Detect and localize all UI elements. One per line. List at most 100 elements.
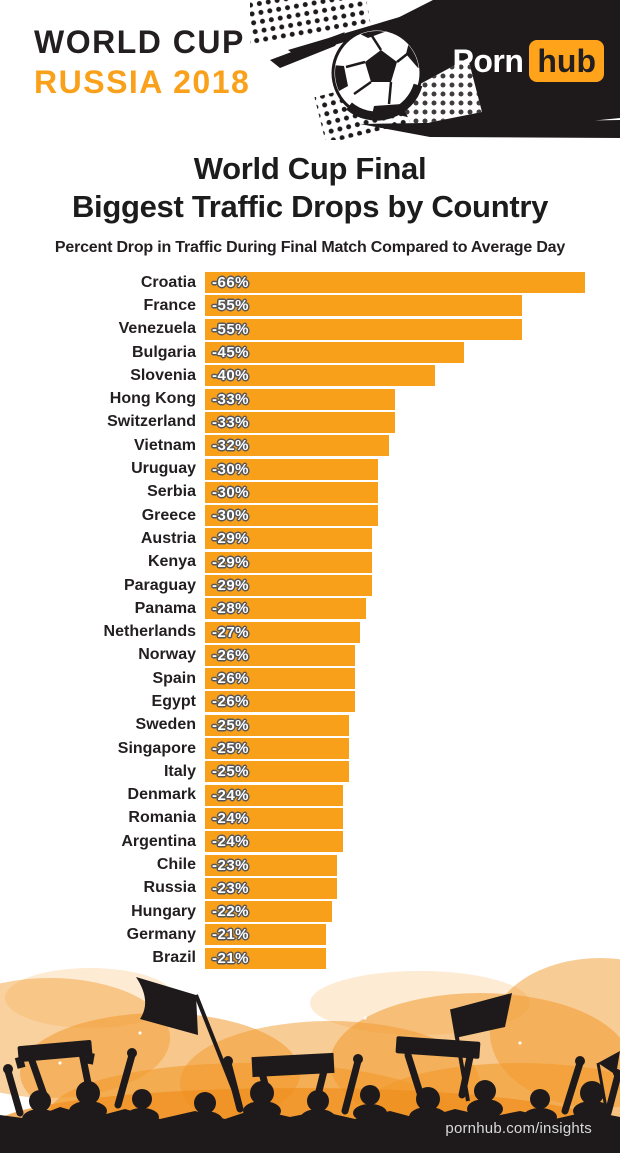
- bar-value-label: -55%: [212, 320, 250, 338]
- bar-row: Brazil -21%: [0, 947, 620, 970]
- page-title-line1: World Cup Final: [193, 151, 427, 186]
- country-label: Argentina: [121, 832, 196, 850]
- bar-value-label: -45%: [212, 344, 250, 362]
- bar-value-label: -30%: [212, 507, 250, 525]
- bar-track: -26%: [205, 668, 620, 690]
- bar-value-label: -40%: [212, 367, 250, 385]
- bar-value-label: -33%: [212, 390, 250, 408]
- bar-track: -26%: [205, 691, 620, 713]
- bar: -24%: [205, 831, 343, 853]
- bar-row: Serbia -30%: [0, 481, 620, 504]
- bar-row: Russia -23%: [0, 877, 620, 900]
- country-label: Spain: [152, 669, 196, 687]
- bar-row: Netherlands -27%: [0, 620, 620, 643]
- country-label: Brazil: [152, 949, 196, 967]
- bar-track: -25%: [205, 714, 620, 736]
- bar: -26%: [205, 668, 355, 690]
- country-label: Romania: [128, 809, 196, 827]
- bar: -22%: [205, 901, 332, 923]
- bar-row: Bulgaria -45%: [0, 341, 620, 364]
- bar-track: -45%: [205, 342, 620, 364]
- bar-row: Denmark -24%: [0, 784, 620, 807]
- bar-row: Germany -21%: [0, 923, 620, 946]
- bar-row: Spain -26%: [0, 667, 620, 690]
- bar: -45%: [205, 342, 464, 364]
- bar-row: Hungary -22%: [0, 900, 620, 923]
- bar: -29%: [205, 528, 372, 550]
- country-label: Kenya: [147, 553, 196, 571]
- bar-row: Kenya -29%: [0, 551, 620, 574]
- bar-value-label: -21%: [212, 949, 250, 967]
- bar: -33%: [205, 411, 395, 433]
- bar-track: -23%: [205, 854, 620, 876]
- bar-track: -25%: [205, 738, 620, 760]
- bar-row: Italy -25%: [0, 760, 620, 783]
- country-label: Austria: [140, 529, 196, 547]
- bar: -21%: [205, 947, 326, 969]
- logo-hub-badge: hub: [529, 40, 604, 82]
- bar: -55%: [205, 318, 522, 340]
- brand-line-russia-2018: RUSSIA 2018: [34, 64, 251, 100]
- bar: -25%: [205, 761, 349, 783]
- bar-row: Hong Kong -33%: [0, 387, 620, 410]
- country-label: Venezuela: [118, 320, 196, 338]
- bar-value-label: -25%: [212, 716, 250, 734]
- crowd-silhouette: [0, 977, 620, 1153]
- footer: pornhub.com/insights: [0, 943, 620, 1153]
- bar-track: -29%: [205, 575, 620, 596]
- brand-title: WORLD CUP RUSSIA 2018: [34, 24, 250, 101]
- bar-value-label: -22%: [212, 903, 250, 921]
- bar-value-label: -24%: [212, 833, 250, 851]
- bar-row: Croatia -66%: [0, 271, 620, 294]
- header: WORLD CUP RUSSIA 2018: [0, 0, 620, 140]
- bar: -29%: [205, 551, 372, 573]
- bar-row: Chile -23%: [0, 853, 620, 876]
- flag-icon: [450, 993, 512, 1102]
- bar-row: Singapore -25%: [0, 737, 620, 760]
- bar-value-label: -30%: [212, 460, 250, 478]
- bar-value-label: -28%: [212, 600, 250, 618]
- bar-value-label: -24%: [212, 809, 250, 827]
- bar: -55%: [205, 295, 522, 317]
- country-label: Slovenia: [130, 366, 196, 384]
- bar-track: -29%: [205, 551, 620, 573]
- bar: -21%: [205, 924, 326, 946]
- page-subtitle: Percent Drop in Traffic During Final Mat…: [54, 239, 566, 256]
- bar-row: Greece -30%: [0, 504, 620, 527]
- bar-track: -22%: [205, 901, 620, 923]
- country-label: Paraguay: [123, 576, 196, 594]
- bar: -33%: [205, 388, 395, 410]
- bar-track: -28%: [205, 598, 620, 620]
- bar-row: Vietnam -32%: [0, 434, 620, 457]
- bar-track: -40%: [205, 365, 620, 387]
- country-label: Sweden: [135, 716, 196, 734]
- bar-value-label: -26%: [212, 646, 250, 664]
- brand-line-world-cup: WORLD CUP: [34, 24, 245, 60]
- bar-track: -29%: [205, 528, 620, 550]
- bar-value-label: -21%: [212, 926, 250, 944]
- banner-graphic: [250, 0, 620, 140]
- bar: -66%: [205, 272, 585, 294]
- country-label: Bulgaria: [131, 343, 196, 361]
- bar-track: -30%: [205, 481, 620, 503]
- bar-row: Switzerland -33%: [0, 411, 620, 434]
- country-label: Russia: [143, 879, 196, 897]
- bar-value-label: -26%: [212, 670, 250, 688]
- speed-wedge-bottom: [360, 120, 620, 138]
- bar-value-label: -23%: [212, 879, 250, 897]
- bar-track: -21%: [205, 924, 620, 946]
- bar-track: -27%: [205, 621, 620, 643]
- bar: -28%: [205, 598, 366, 620]
- bar-row: Venezuela -55%: [0, 318, 620, 341]
- country-label: Uruguay: [131, 460, 196, 478]
- bar-row: Romania -24%: [0, 807, 620, 830]
- flag-icon: [596, 1051, 620, 1109]
- bar-track: -55%: [205, 318, 620, 340]
- country-label: Croatia: [140, 273, 196, 291]
- bar-value-label: -23%: [212, 856, 250, 874]
- title-block: World Cup Final Biggest Traffic Drops by…: [0, 150, 620, 257]
- bar-track: -24%: [205, 784, 620, 806]
- bar-track: -24%: [205, 831, 620, 853]
- bar-track: -23%: [205, 877, 620, 899]
